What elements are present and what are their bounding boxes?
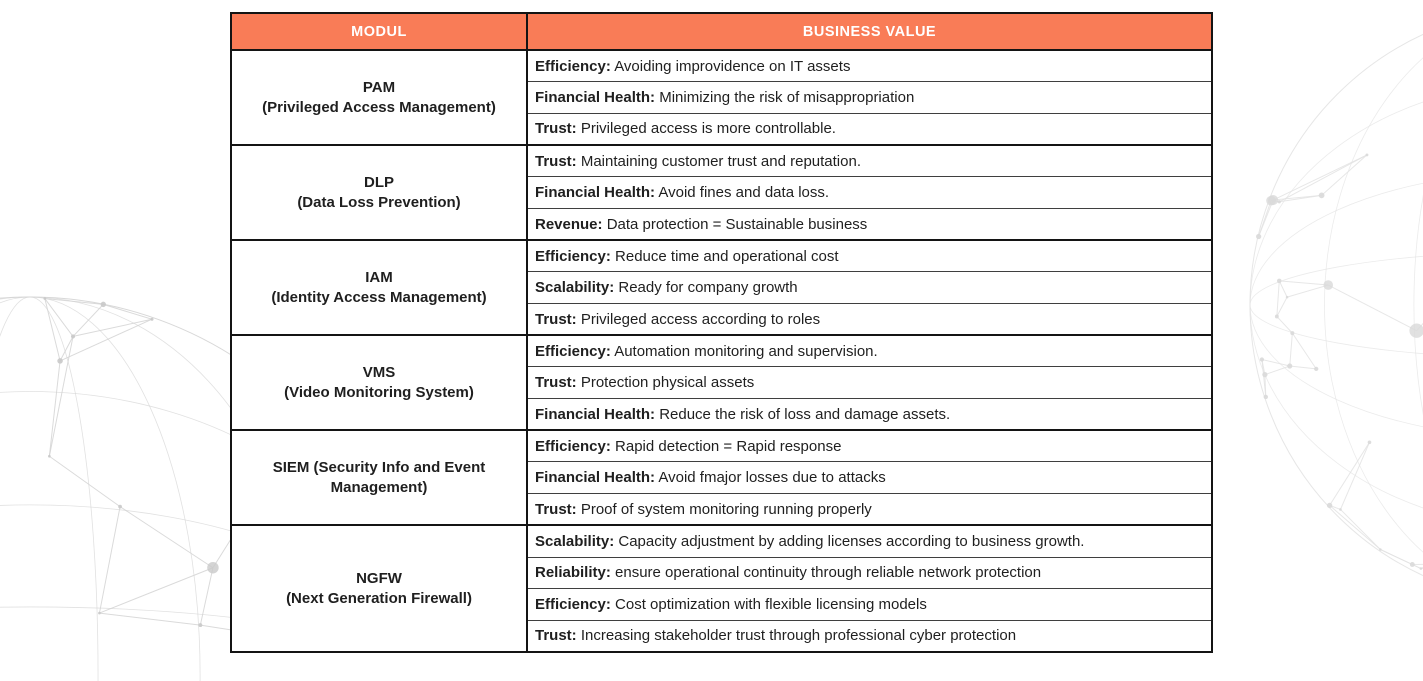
- module-cell: SIEM (Security Info and Event Management…: [230, 429, 528, 526]
- business-value-table: MODUL BUSINESS VALUE PAM (Privileged Acce…: [230, 12, 1213, 654]
- business-value-cell: Trust: Privileged access according to ro…: [526, 303, 1213, 336]
- business-value-text: Capacity adjustment by adding licenses a…: [614, 532, 1085, 550]
- business-value-label: Efficiency:: [535, 342, 611, 360]
- module-name: DLP: [364, 174, 394, 192]
- network-globe-right-decoration: [1248, 30, 1423, 610]
- business-value-row: Trust: Privileged access is more control…: [231, 112, 1213, 146]
- business-value-label: Efficiency:: [535, 437, 611, 455]
- business-value-cell: Financial Health: Reduce the risk of los…: [526, 398, 1213, 431]
- business-value-label: Scalability:: [535, 532, 615, 550]
- module-cell: IAM (Identity Access Management): [230, 239, 528, 336]
- business-value-text: Maintaining customer trust and reputatio…: [576, 152, 861, 170]
- business-value-row: SIEM (Security Info and Event Management…: [230, 429, 1213, 526]
- business-value-label: Trust:: [535, 627, 577, 645]
- business-value-label: Revenue:: [535, 215, 603, 233]
- business-value-label: Financial Health:: [535, 405, 656, 423]
- business-value-label: Efficiency:: [535, 247, 611, 265]
- business-value-cell: Revenue: Data protection = Sustainable b…: [526, 207, 1213, 241]
- business-value-text: Protection physical assets: [576, 374, 755, 392]
- business-value-cell: Scalability: Capacity adjustment by addi…: [526, 524, 1213, 558]
- business-value-cell: Financial Health: Avoid fines and data l…: [526, 176, 1213, 209]
- business-value-row: Reliability: ensure operational continui…: [231, 556, 1213, 590]
- business-value-row: Trust: Increasing stakeholder trust thro…: [231, 619, 1213, 653]
- module-name: NGFW: [356, 570, 402, 588]
- business-value-row: Financial Health: Avoid fmajor losses du…: [231, 461, 1213, 495]
- module-cell: VMS (Video Monitoring System): [230, 334, 528, 431]
- business-value-text: Proof of system monitoring running prope…: [576, 500, 872, 518]
- module-name: SIEM (Security Info and Event Management…: [272, 459, 486, 496]
- module-subtitle: (Data Loss Prevention): [297, 193, 461, 211]
- business-value-label: Trust:: [535, 120, 577, 138]
- module-subtitle: (Next Generation Firewall): [286, 589, 472, 607]
- business-value-text: Data protection = Sustainable business: [602, 215, 868, 233]
- business-value-text: Ready for company growth: [614, 279, 798, 297]
- business-value-text: Privileged access according to roles: [576, 310, 821, 328]
- business-value-row: Scalability: Ready for company growth: [231, 271, 1213, 304]
- business-value-text: Avoid fines and data loss.: [655, 184, 830, 202]
- business-value-row: Revenue: Data protection = Sustainable b…: [231, 207, 1213, 241]
- column-header-business-value: BUSINESS VALUE: [526, 12, 1213, 51]
- business-value-row: Trust: Privileged access according to ro…: [231, 303, 1213, 336]
- module-subtitle: (Video Monitoring System): [284, 383, 474, 401]
- business-value-label: Efficiency:: [535, 57, 611, 75]
- business-value-text: Avoid fmajor losses due to attacks: [655, 469, 886, 487]
- business-value-text: Reduce time and operational cost: [610, 247, 839, 265]
- business-value-row: Financial Health: Reduce the risk of los…: [231, 398, 1213, 431]
- business-value-cell: Financial Health: Minimizing the risk of…: [526, 81, 1213, 114]
- business-value-cell: Trust: Proof of system monitoring runnin…: [526, 493, 1213, 526]
- business-value-text: Automation monitoring and supervision.: [610, 342, 878, 360]
- business-value-row: Trust: Proof of system monitoring runnin…: [231, 493, 1213, 526]
- business-value-text: Cost optimization with flexible licensin…: [610, 596, 927, 614]
- business-value-cell: Trust: Increasing stakeholder trust thro…: [526, 619, 1213, 653]
- module-name: PAM: [362, 79, 396, 97]
- business-value-row: DLP (Data Loss Prevention) Trust: Maintain…: [230, 144, 1213, 241]
- business-value-row: NGFW (Next Generation Firewall) Scalabilit…: [230, 524, 1213, 653]
- business-value-cell: Efficiency: Reduce time and operational …: [526, 239, 1213, 273]
- business-value-cell: Financial Health: Avoid fmajor losses du…: [526, 461, 1213, 495]
- business-value-label: Financial Health:: [535, 184, 656, 202]
- business-value-cell: Reliability: ensure operational continui…: [526, 556, 1213, 590]
- business-value-cell: Efficiency: Rapid detection = Rapid resp…: [526, 429, 1213, 463]
- business-value-cell: Trust: Maintaining customer trust and re…: [526, 144, 1213, 178]
- column-header-modul: MODUL: [230, 12, 528, 51]
- business-value-cell: Efficiency: Avoiding improvidence on IT …: [526, 49, 1213, 83]
- business-value-row: IAM (Identity Access Management) Efficienc…: [230, 239, 1213, 336]
- business-value-text: Reduce the risk of loss and damage asset…: [655, 405, 951, 423]
- business-value-row: Financial Health: Avoid fines and data l…: [231, 176, 1213, 209]
- module-subtitle: (Identity Access Management): [271, 288, 487, 306]
- table-header-row: MODUL BUSINESS VALUE: [230, 12, 1213, 51]
- business-value-label: Financial Health:: [535, 469, 656, 487]
- module-cell: PAM (Privileged Access Management): [230, 48, 528, 146]
- business-value-text: Privileged access is more controllable.: [576, 120, 836, 138]
- module-name: VMS: [362, 364, 396, 382]
- business-value-cell: Scalability: Ready for company growth: [526, 271, 1213, 304]
- business-value-cell: Trust: Protection physical assets: [526, 366, 1213, 400]
- business-value-cell: Efficiency: Cost optimization with flexi…: [526, 588, 1213, 621]
- business-value-label: Financial Health:: [535, 89, 656, 107]
- business-value-row: VMS (Video Monitoring System) Efficiency: …: [230, 334, 1213, 431]
- business-value-label: Reliability:: [535, 564, 611, 582]
- business-value-text: Avoiding improvidence on IT assets: [610, 57, 851, 75]
- business-value-label: Trust:: [535, 374, 577, 392]
- network-globe-left-decoration: [0, 285, 252, 681]
- business-value-cell: Efficiency: Automation monitoring and su…: [526, 334, 1213, 368]
- module-subtitle: (Privileged Access Management): [262, 98, 496, 116]
- business-value-label: Scalability:: [535, 279, 615, 297]
- business-value-label: Trust:: [535, 152, 577, 170]
- business-value-label: Trust:: [535, 310, 577, 328]
- business-value-cell: Trust: Privileged access is more control…: [526, 112, 1213, 146]
- module-cell: NGFW (Next Generation Firewall): [230, 524, 528, 653]
- business-value-text: ensure operational continuity through re…: [610, 564, 1042, 582]
- business-value-label: Efficiency:: [535, 596, 611, 614]
- business-value-text: Rapid detection = Rapid response: [610, 437, 842, 455]
- business-value-row: PAM (Privileged Access Management) Efficie…: [230, 48, 1213, 146]
- business-value-text: Increasing stakeholder trust through pro…: [576, 627, 1017, 645]
- business-value-label: Trust:: [535, 500, 577, 518]
- module-name: IAM: [365, 269, 393, 287]
- business-value-text: Minimizing the risk of misappropriation: [655, 89, 915, 107]
- module-cell: DLP (Data Loss Prevention): [230, 144, 528, 241]
